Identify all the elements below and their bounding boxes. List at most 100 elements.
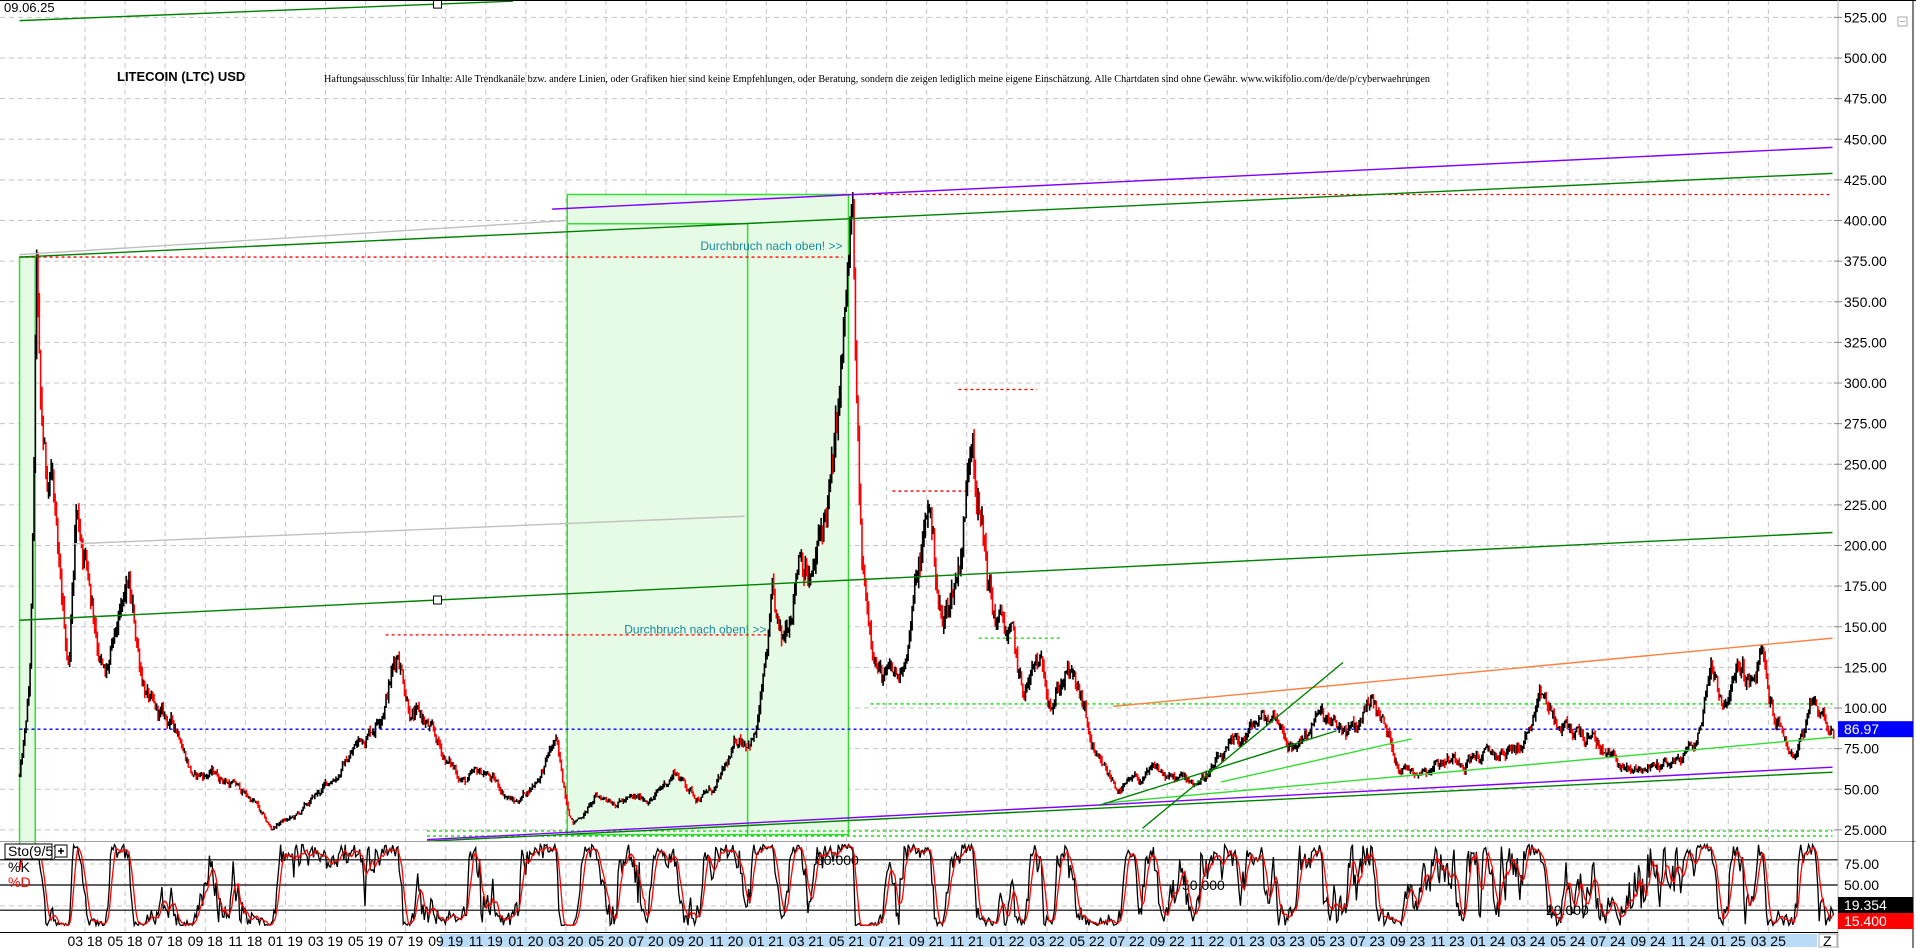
x-tick-label: 05 21 <box>829 933 864 948</box>
stoch-level-label: 50.000 <box>1182 877 1225 893</box>
x-tick-label: 09 23 <box>1390 933 1425 948</box>
x-tick-label: 03 22 <box>1029 933 1064 948</box>
x-tick-label: 11 19 <box>469 933 503 948</box>
trendline[interactable] <box>1142 661 1344 829</box>
stoch-y-label: 75.00 <box>1844 856 1879 872</box>
legend-k: %K <box>8 859 30 875</box>
annotation-labels: Durchbruch nach oben! >> Durchbruch nach … <box>624 239 842 637</box>
stoch-d-line <box>18 844 1835 926</box>
chart-date: 09.06.25 <box>4 0 55 15</box>
x-tick-label: 01 22 <box>989 933 1024 948</box>
k-value-badge <box>1838 897 1913 913</box>
zones <box>18 193 850 847</box>
x-tick-label: 11 18 <box>228 933 262 948</box>
x-tick-label: 01 23 <box>1230 933 1265 948</box>
y-tick-label: 475.00 <box>1844 91 1887 107</box>
trendline[interactable] <box>1112 637 1833 708</box>
x-tick-label: 03 19 <box>308 933 343 948</box>
disclaimer-text: Haftungsausschluss für Inhalte: Alle Tre… <box>324 74 1430 85</box>
y-tick-label: 100.00 <box>1844 700 1887 716</box>
trendline[interactable] <box>72 515 745 545</box>
y-tick-label: 225.00 <box>1844 497 1887 513</box>
y-tick-label: 50.00 <box>1844 781 1879 797</box>
y-tick-label: 75.00 <box>1844 741 1879 757</box>
x-tick-label: 09 20 <box>669 933 704 948</box>
y-tick-label: 375.00 <box>1844 253 1887 269</box>
price-bars <box>18 192 1835 831</box>
x-tick-label: 09 24 <box>1631 933 1666 948</box>
levels <box>19 193 1834 837</box>
highlight-zone <box>566 193 850 836</box>
plus-icon-glyph <box>58 848 64 854</box>
grid <box>0 0 1838 932</box>
x-tick-label: 07 22 <box>1110 933 1145 948</box>
y-tick-label: 150.00 <box>1844 619 1887 635</box>
x-tick-label: 05 19 <box>348 933 383 948</box>
trendline-handle[interactable] <box>433 595 443 605</box>
k-value-label: 19.354 <box>1844 897 1887 913</box>
trendline-handle[interactable] <box>433 0 443 9</box>
date-range-highlight[interactable] <box>440 934 1817 947</box>
indicator-title-box[interactable] <box>4 843 53 860</box>
x-tick-label: 07 18 <box>148 933 183 948</box>
y-tick-label: 350.00 <box>1844 294 1887 310</box>
trendline[interactable] <box>426 766 1833 841</box>
x-tick-label: 07 23 <box>1350 933 1385 948</box>
x-tick-label: 01 19 <box>268 933 303 948</box>
x-tick-label: 11 23 <box>1431 933 1465 948</box>
d-value-label: 15.400 <box>1844 913 1887 929</box>
trendline[interactable] <box>1104 736 1833 804</box>
trendline[interactable] <box>19 219 568 256</box>
x-tick-label: 03 25 <box>1751 933 1786 948</box>
annotation-label: Durchbruch nach oben! >> <box>624 622 766 636</box>
legend-d: %D <box>8 874 31 890</box>
x-tick-label: 05 18 <box>108 933 143 948</box>
d-value-badge <box>1838 913 1913 929</box>
trendline[interactable] <box>552 146 1833 210</box>
x-tick-label: 11 21 <box>950 933 984 948</box>
stoch-level-label: 20.000 <box>1546 902 1589 918</box>
y-tick-label: 275.00 <box>1844 416 1887 432</box>
y-tick-label: 450.00 <box>1844 131 1887 147</box>
zoom-button-label: Z <box>1823 933 1832 948</box>
trendline[interactable] <box>19 0 513 22</box>
x-tick-label: 09 18 <box>188 933 223 948</box>
y-tick-label: 300.00 <box>1844 375 1887 391</box>
annotation-label: Durchbruch nach oben! >> <box>700 239 842 253</box>
x-tick-label: 11 22 <box>1190 933 1224 948</box>
y-tick-label: 125.00 <box>1844 659 1887 675</box>
trendline[interactable] <box>19 531 1833 621</box>
y-tick-label: 25.000 <box>1844 822 1887 838</box>
x-tick-label: 07 21 <box>869 933 904 948</box>
highlight-zone-inner <box>566 223 749 836</box>
trendlines[interactable] <box>19 0 1833 842</box>
trendline[interactable] <box>426 771 1833 842</box>
trendline[interactable] <box>19 172 1833 258</box>
last-price-badge <box>1838 721 1913 738</box>
x-tick-label: 01 24 <box>1470 933 1505 948</box>
y-tick-label: 425.00 <box>1844 172 1887 188</box>
x-tick-label: 01 25 <box>1711 933 1746 948</box>
x-tick-label: 07 20 <box>629 933 664 948</box>
x-tick-label: 01 20 <box>508 933 543 948</box>
stoch-y-label: 50.00 <box>1844 877 1879 893</box>
zoom-button[interactable] <box>1818 933 1838 948</box>
y-tick-label: 175.00 <box>1844 578 1887 594</box>
x-tick-label: 05 24 <box>1550 933 1585 948</box>
x-tick-label: 11 24 <box>1671 933 1705 948</box>
trendline[interactable] <box>1221 738 1412 783</box>
last-price-label: 86.97 <box>1844 721 1879 737</box>
y-tick-label: 325.00 <box>1844 334 1887 350</box>
indicator-title: Sto(9/5) <box>8 843 58 859</box>
x-tick-label: 05 23 <box>1310 933 1345 948</box>
x-tick-label: 03 21 <box>789 933 824 948</box>
x-tick-label: 01 21 <box>749 933 784 948</box>
x-tick-label: 03 20 <box>548 933 583 948</box>
trendline[interactable] <box>1098 730 1337 807</box>
x-tick-label: 03 24 <box>1510 933 1545 948</box>
chart-title: LITECOIN (LTC) USD <box>117 69 245 84</box>
y-tick-label: 400.00 <box>1844 213 1887 229</box>
